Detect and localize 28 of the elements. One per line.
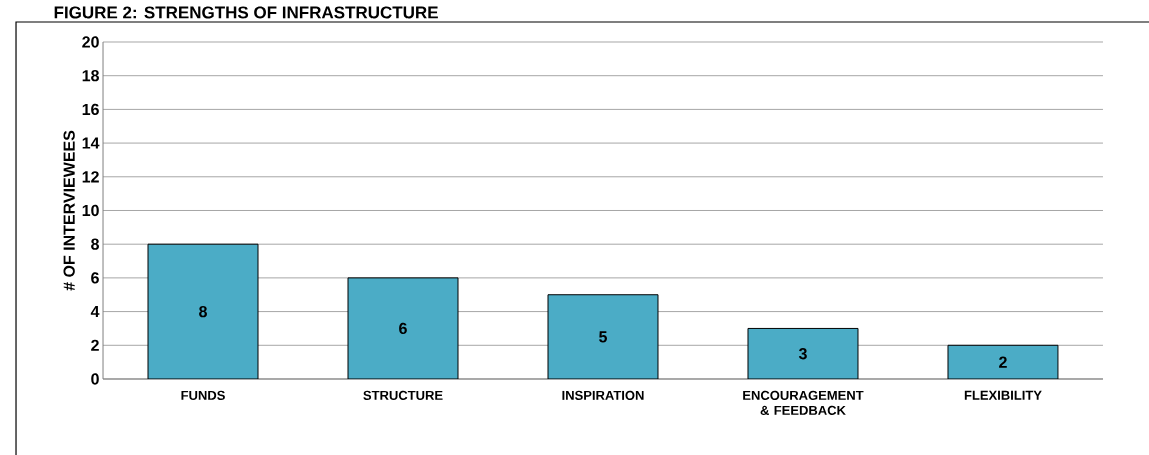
y-tick-label: 14 bbox=[82, 137, 100, 149]
data-label: 8 bbox=[199, 305, 207, 318]
bar bbox=[147, 243, 259, 379]
data-label: 2 bbox=[999, 356, 1007, 368]
y-tick-label: 20 bbox=[82, 36, 99, 48]
data-label: 6 bbox=[399, 322, 407, 335]
data-label: 3 bbox=[798, 348, 807, 360]
y-tick-label: 18 bbox=[82, 70, 99, 82]
y-tick-label: 6 bbox=[91, 272, 99, 284]
x-tick-label: INSPIRATION bbox=[562, 390, 644, 400]
y-tick-label: 12 bbox=[82, 171, 99, 183]
bar bbox=[747, 327, 859, 379]
y-tick-label: 4 bbox=[90, 306, 100, 318]
y-tick-label: 2 bbox=[91, 339, 99, 351]
y-tick-label: 0 bbox=[91, 373, 99, 385]
y-axis-title: # OF INTERVIEWEES bbox=[63, 130, 75, 291]
bar bbox=[547, 294, 659, 379]
chart-title: FIGURE 2: STRENGTHS OF INFRASTRUCTURE bbox=[54, 6, 438, 19]
x-tick-label: ENCOURAGEMENT & FEEDBACK bbox=[743, 390, 864, 415]
y-tick-label: 8 bbox=[91, 238, 99, 250]
bar bbox=[947, 344, 1059, 379]
y-tick-label: 10 bbox=[82, 204, 99, 217]
data-label: 5 bbox=[599, 331, 607, 343]
bar bbox=[347, 277, 459, 379]
x-tick-label: STRUCTURE bbox=[363, 390, 443, 400]
x-tick-label: FLEXIBILITY bbox=[964, 390, 1042, 400]
x-tick-label: FUNDS bbox=[181, 390, 225, 400]
y-tick-label: 16 bbox=[82, 103, 99, 116]
